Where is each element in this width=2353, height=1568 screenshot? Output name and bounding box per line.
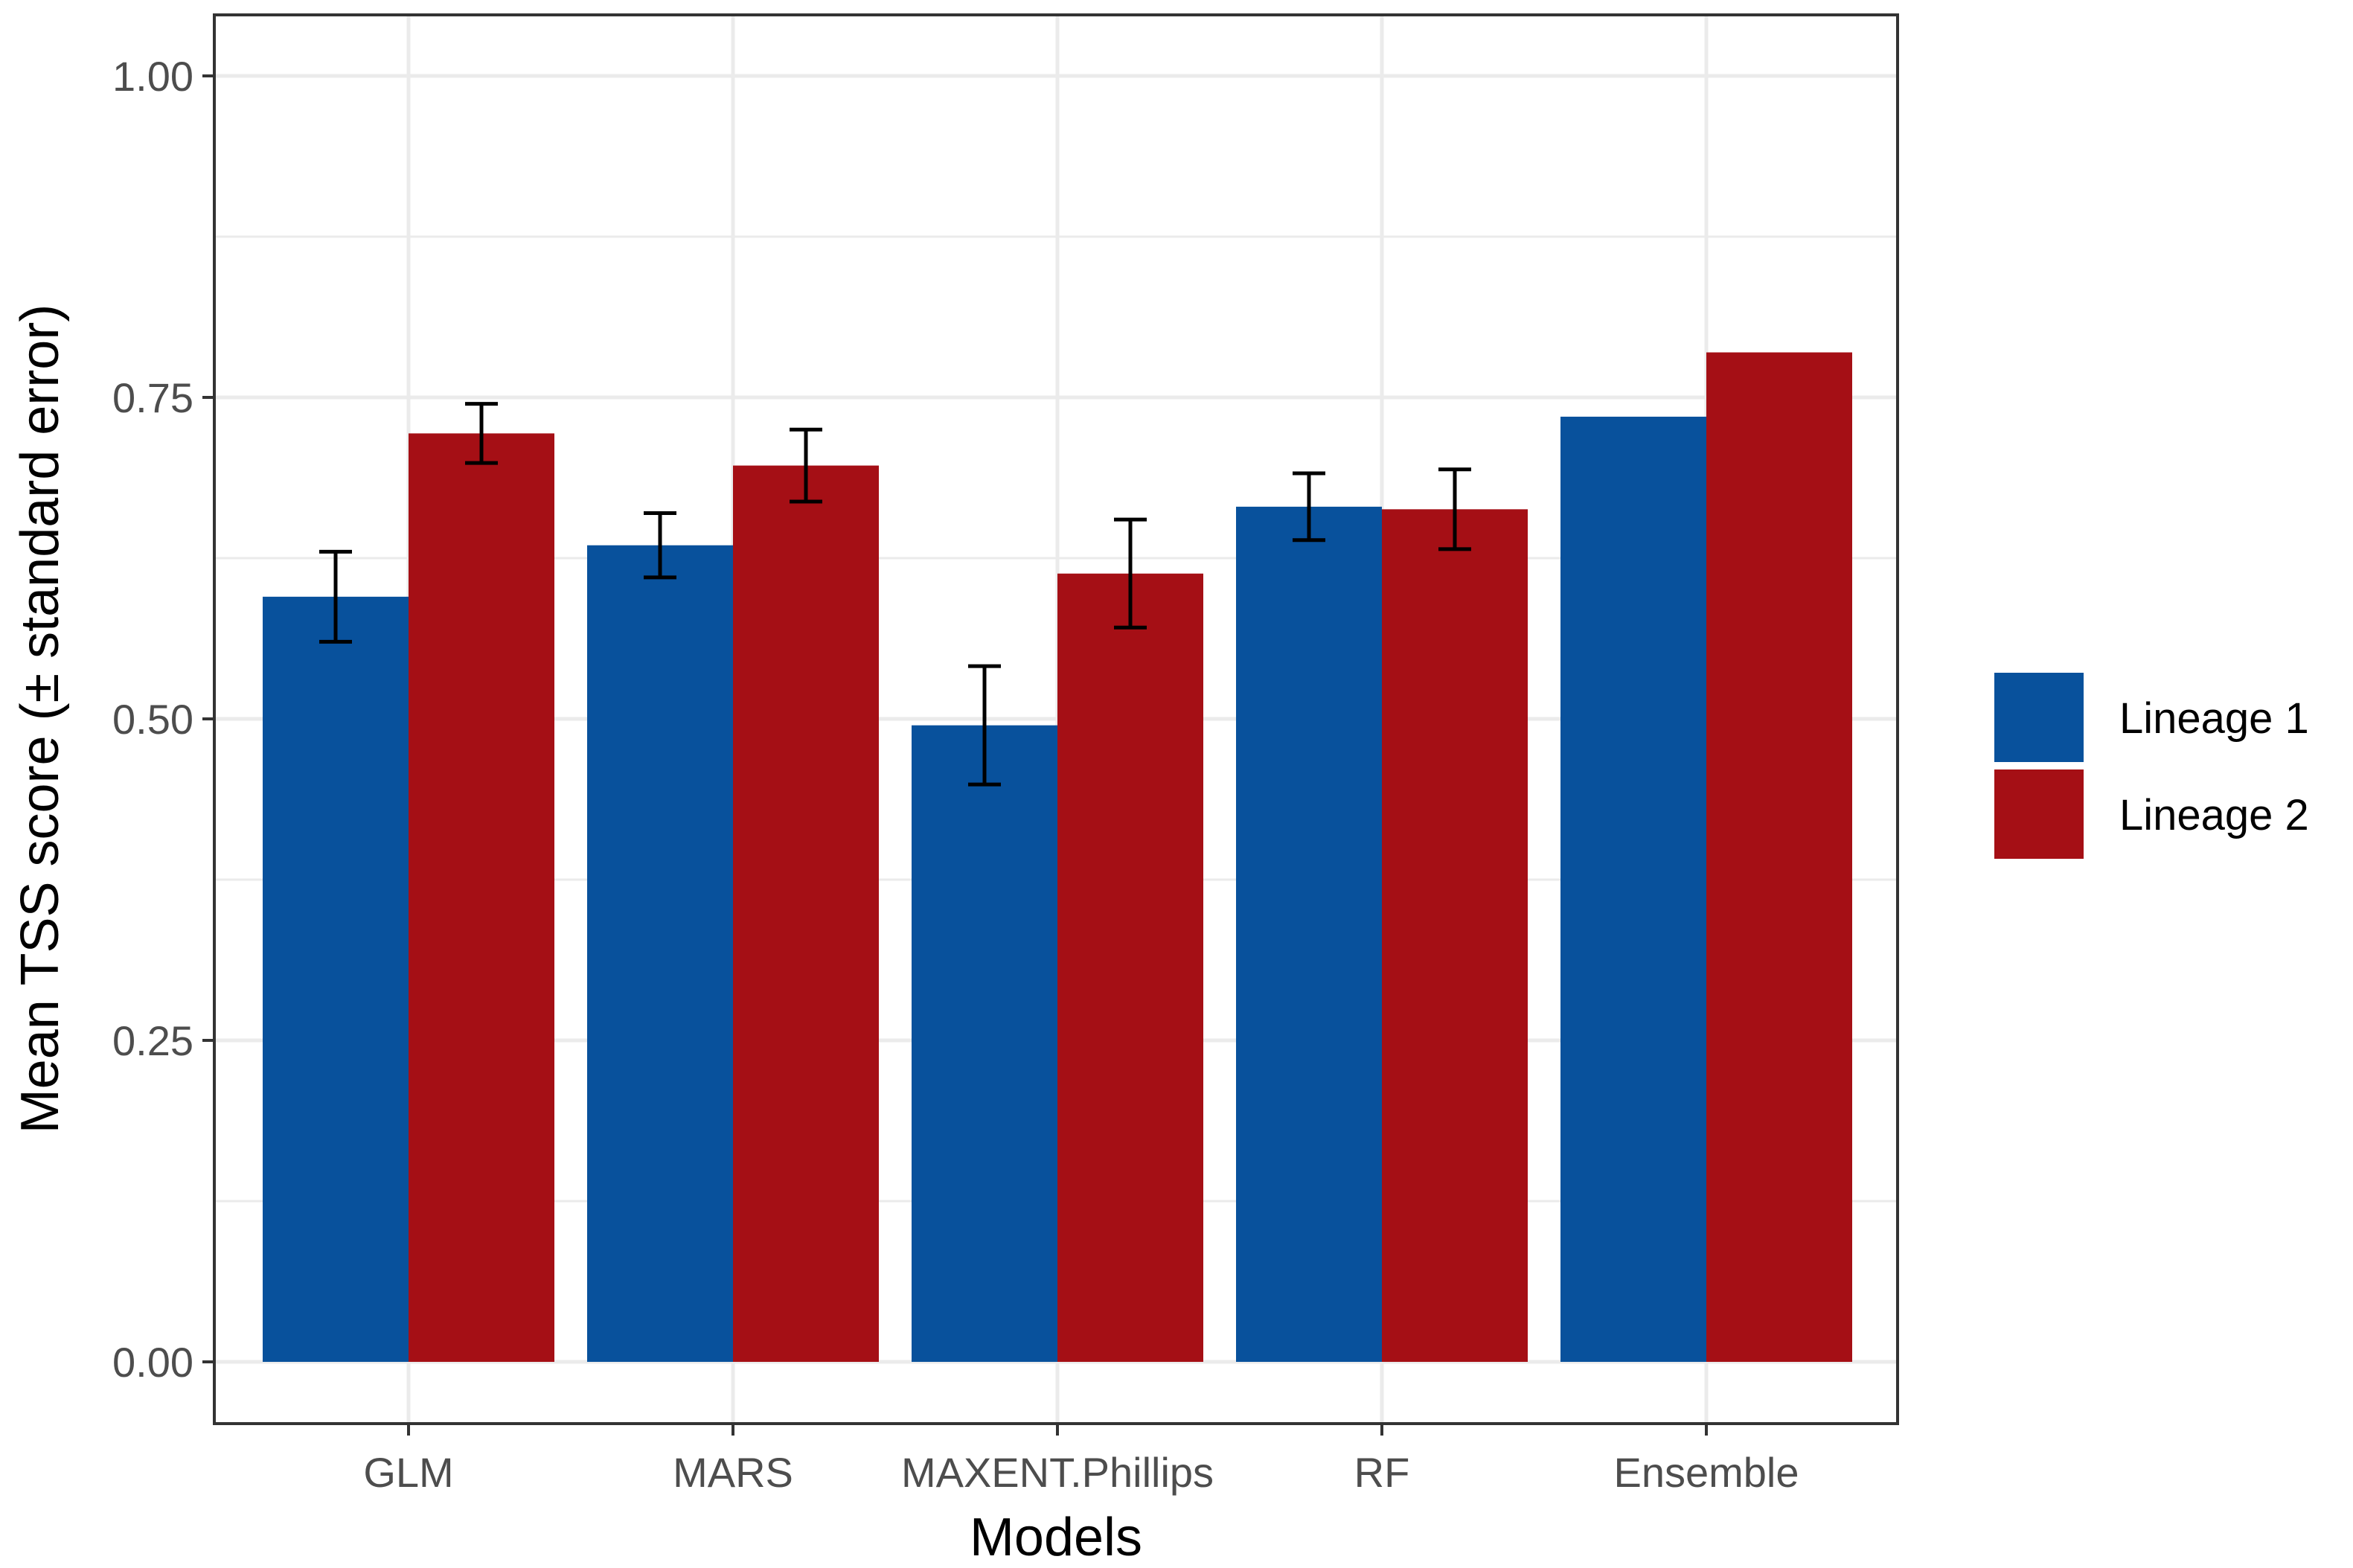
x-axis-title: Models <box>970 1508 1142 1564</box>
legend-label-lineage-2: Lineage 2 <box>2119 791 2309 839</box>
error-bar-lineage-2-rf <box>1438 467 1471 551</box>
y-axis-title: Mean TSS score (± standard error) <box>10 304 70 1134</box>
legend-label-lineage-1: Lineage 1 <box>2119 694 2309 743</box>
bar-lineage-1-rf <box>1236 506 1382 1362</box>
y-tick-label: 0.75 <box>112 374 193 421</box>
error-bar-lineage-1-maxent-phillips <box>968 664 1001 787</box>
y-tick-label: 0.00 <box>112 1339 193 1386</box>
error-bar-lineage-2-glm <box>465 402 498 465</box>
bar-lineage-2-ensemble <box>1706 352 1852 1362</box>
x-tick-label: RF <box>1354 1449 1410 1496</box>
bar-lineage-1-mars <box>587 545 733 1362</box>
y-tick-label: 1.00 <box>112 53 193 100</box>
bar-layer <box>263 352 1852 1363</box>
x-tick-label: MAXENT.Phillips <box>901 1449 1214 1496</box>
y-tick-label: 0.25 <box>112 1017 193 1064</box>
bar-lineage-1-maxent-phillips <box>912 725 1057 1362</box>
bar-lineage-2-maxent-phillips <box>1057 573 1203 1362</box>
y-axis: 0.00 0.25 0.50 0.75 1.00 <box>112 53 214 1386</box>
bar-lineage-2-rf <box>1382 509 1528 1363</box>
legend-key-lineage-1 <box>1994 673 2084 762</box>
bar-lineage-1-glm <box>263 596 409 1362</box>
error-bar-lineage-1-rf <box>1293 471 1325 543</box>
error-bar-layer <box>319 402 1471 787</box>
legend: Lineage 1 Lineage 2 <box>1994 673 2309 859</box>
x-axis: GLM MARS MAXENT.Phillips RF Ensemble <box>363 1424 1799 1496</box>
x-tick-label: GLM <box>363 1449 453 1496</box>
error-bar-lineage-2-mars <box>790 427 822 504</box>
error-bar-lineage-1-mars <box>644 511 676 580</box>
y-tick-label: 0.50 <box>112 696 193 743</box>
x-tick-label: Ensemble <box>1613 1449 1799 1496</box>
error-bar-lineage-1-glm <box>319 549 352 644</box>
bar-lineage-2-mars <box>733 465 879 1362</box>
error-bar-lineage-2-maxent-phillips <box>1114 517 1147 630</box>
x-tick-label: MARS <box>673 1449 793 1496</box>
bar-lineage-2-glm <box>409 433 554 1362</box>
bar-lineage-1-ensemble <box>1560 416 1706 1363</box>
legend-key-lineage-2 <box>1994 769 2084 859</box>
